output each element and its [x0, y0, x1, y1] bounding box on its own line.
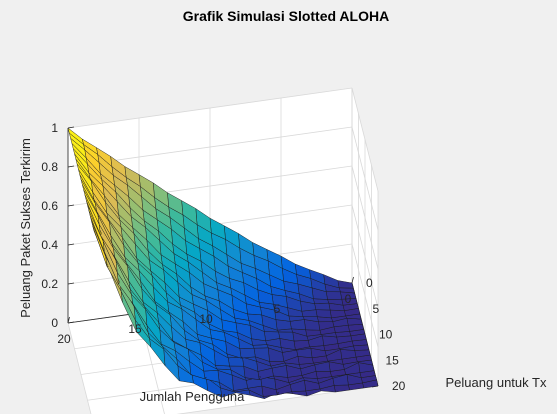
x-tick-label: 10 — [379, 328, 393, 342]
surface-facet — [67, 127, 84, 145]
x-tick-label: 20 — [392, 379, 406, 393]
x-tick-label: 15 — [386, 353, 400, 367]
y-tick-label: 5 — [274, 302, 281, 316]
z-tick-label: 0.2 — [41, 277, 58, 291]
y-tick-label: 0 — [345, 292, 352, 306]
surface-facet — [314, 302, 331, 311]
z-tick-label: 0.8 — [41, 160, 58, 174]
z-tick-mark — [67, 165, 75, 168]
surface-facet — [239, 347, 256, 359]
y-tick-label: 15 — [128, 322, 142, 336]
z-tick-label: 0 — [51, 316, 58, 330]
y-tick-mark — [67, 316, 70, 324]
z-tick-mark — [67, 321, 75, 324]
x-tick-label: 5 — [373, 302, 380, 316]
surface-mesh — [67, 127, 379, 399]
surface-facet — [325, 291, 342, 300]
z-tick-mark — [67, 204, 75, 207]
z-tick-label: 1 — [51, 121, 58, 135]
surface-facet — [322, 335, 339, 346]
surface-facet — [227, 356, 244, 367]
surface-facet — [315, 309, 332, 319]
z-tick-mark — [67, 126, 75, 129]
z-tick-mark — [67, 282, 75, 285]
y-tick-label: 20 — [57, 332, 71, 346]
surface-facet — [333, 384, 350, 393]
z-tick-mark — [67, 243, 75, 246]
chart-title: Grafik Simulasi Slotted ALOHA — [183, 8, 389, 24]
z-axis-label: Peluang Paket Sukses Terkirim — [18, 138, 33, 318]
grid-line-y — [67, 322, 92, 414]
x-axis-label: Peluang untuk Tx — [446, 375, 547, 390]
surface-facet — [340, 349, 357, 360]
y-tick-mark — [351, 276, 354, 284]
x-tick-label: 0 — [366, 276, 373, 290]
z-tick-label: 0.6 — [41, 199, 58, 213]
y-tick-label: 10 — [199, 312, 213, 326]
z-tick-label: 0.4 — [41, 238, 58, 252]
y-axis-label: Jumlah Pengguna — [140, 389, 246, 404]
